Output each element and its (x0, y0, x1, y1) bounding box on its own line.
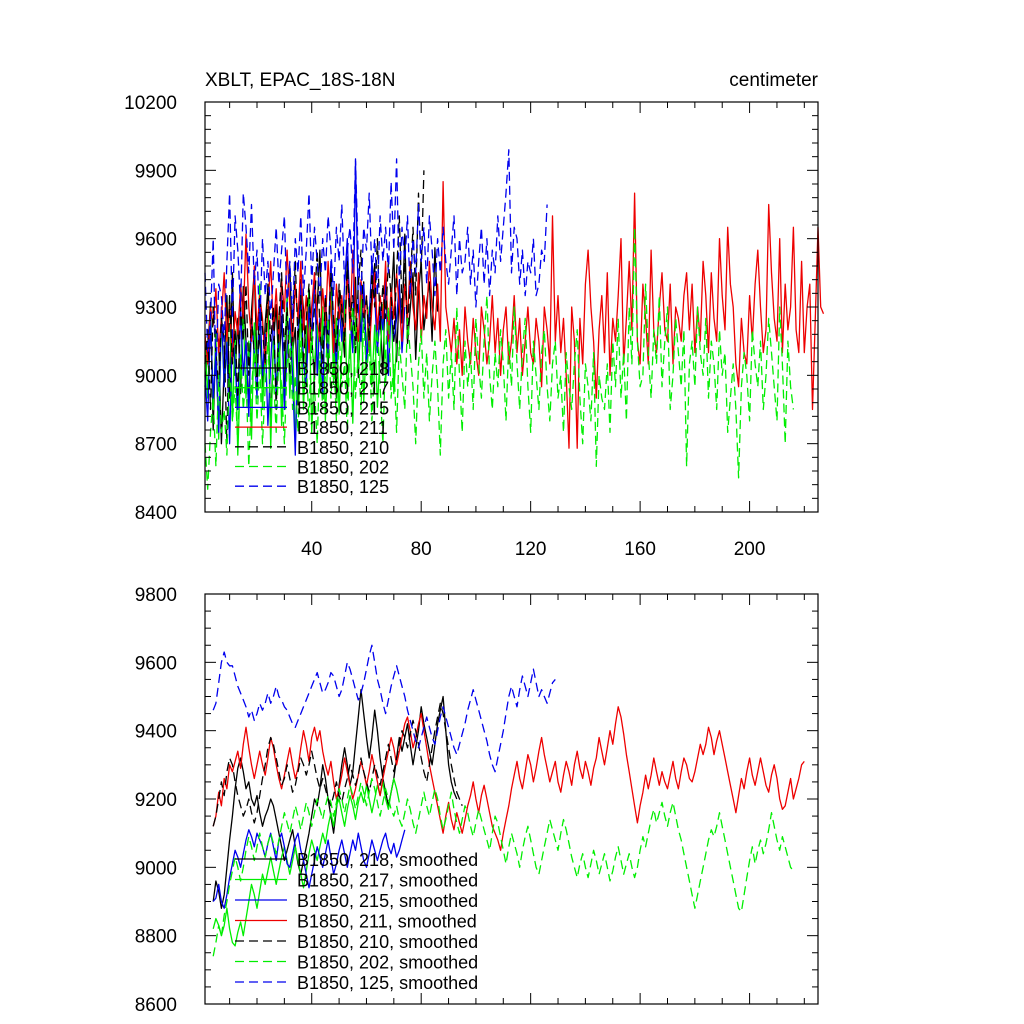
series-line-0-3 (204, 181, 825, 449)
x-tick-label: 80 (411, 539, 432, 560)
y-tick-label: 9000 (135, 366, 177, 387)
y-tick-label: 8800 (135, 927, 177, 948)
y-tick-label: 9600 (135, 653, 177, 674)
y-tick-label: 9600 (135, 230, 177, 251)
x-tick-label: 120 (515, 539, 547, 560)
legend-label: B1850, 211 (297, 418, 388, 438)
legend-label: B1850, 218, smoothed (297, 850, 478, 870)
series-line-0-6 (204, 149, 548, 376)
series-line-1-2 (212, 829, 406, 909)
legend-label: B1850, 215, smoothed (297, 891, 478, 911)
series-line-1-4 (212, 702, 463, 827)
top-chart-title: XBLT, EPAC_18S-18N (205, 70, 395, 91)
legend-label: B1850, 217, smoothed (297, 871, 478, 891)
legend-label: B1850, 202 (297, 458, 389, 478)
y-tick-label: 8700 (135, 435, 177, 456)
series-line-1-6 (212, 644, 556, 773)
y-tick-label: 9000 (135, 858, 177, 879)
x-tick-label: 160 (624, 539, 656, 560)
legend-label: B1850, 210, smoothed (297, 932, 478, 952)
legend-label: B1850, 218 (297, 359, 389, 379)
y-tick-label: 9400 (135, 722, 177, 743)
legend-label: B1850, 125, smoothed (297, 973, 478, 993)
x-tick-label: 200 (734, 539, 766, 560)
y-tick-label: 8400 (135, 503, 177, 524)
legend-label: B1850, 125 (297, 477, 389, 497)
legend-label: B1850, 215 (297, 398, 389, 418)
legend-label: B1850, 202, smoothed (297, 953, 478, 973)
plot-area (204, 149, 825, 490)
top-chart-units: centimeter (729, 70, 818, 91)
y-tick-label: 10200 (124, 93, 177, 114)
x-tick-label: 40 (301, 539, 322, 560)
series-line-0-4 (204, 170, 425, 445)
bottom-panel: 8600 8800 9000 9200 9400 9600 9800 B1850, 218, … (135, 585, 819, 1016)
series-line-1-0 (212, 689, 458, 909)
legend-label: B1850, 211, smoothed (297, 912, 477, 932)
legend-label: B1850, 210 (297, 438, 389, 458)
series-line-1-5 (212, 777, 794, 957)
y-tick-label: 8600 (135, 995, 177, 1016)
y-tick-label: 9800 (135, 585, 177, 606)
series-line-1-3 (212, 706, 805, 851)
legend-label: B1850, 217 (297, 379, 389, 399)
series-line-0-5 (204, 226, 795, 490)
y-tick-label: 9200 (135, 790, 177, 811)
y-tick-label: 9300 (135, 298, 177, 319)
top-panel: XBLT, EPAC_18S-18N centimeter 8400 8700 90… (124, 70, 825, 560)
y-tick-label: 9900 (135, 161, 177, 182)
plot-area (212, 644, 805, 957)
